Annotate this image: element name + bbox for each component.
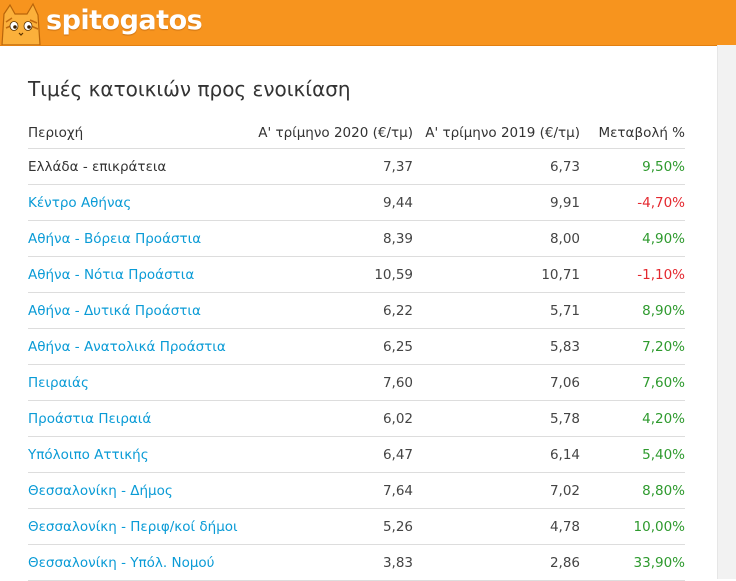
q1-2019-price-cell: 8,00	[413, 220, 580, 257]
region-label: Ελλάδα - επικράτεια	[28, 158, 167, 175]
table-row: Αθήνα - Νότια Προάστια 10,59 10,71 -1,10%	[28, 256, 685, 293]
region-link[interactable]: Υπόλοιπο Αττικής	[28, 446, 149, 463]
site-header: spitogatos	[0, 0, 736, 45]
region-link[interactable]: Αθήνα - Βόρεια Προάστια	[28, 230, 202, 247]
change-percent-cell: 10,00%	[580, 508, 685, 545]
region-cell: Πειραιάς	[28, 364, 243, 401]
header-q1-2019: Α' τρίμηνο 2019 (€/τμ)	[413, 117, 580, 149]
q1-2020-price-cell: 7,37	[243, 148, 413, 185]
q1-2020-price-cell: 6,25	[243, 328, 413, 365]
change-percent-cell: 33,90%	[580, 544, 685, 581]
q1-2019-price-cell: 6,73	[413, 148, 580, 185]
region-cell: Αθήνα - Βόρεια Προάστια	[28, 220, 243, 257]
q1-2019-price-cell: 7,06	[413, 364, 580, 401]
header-q1-2020: Α' τρίμηνο 2020 (€/τμ)	[243, 117, 413, 149]
q1-2019-price-cell: 2,86	[413, 544, 580, 581]
region-link[interactable]: Κέντρο Αθήνας	[28, 194, 132, 211]
table-row: Αθήνα - Δυτικά Προάστια 6,22 5,71 8,90%	[28, 292, 685, 329]
region-cell: Προάστια Πειραιά	[28, 400, 243, 437]
q1-2019-price-cell: 7,02	[413, 472, 580, 509]
region-cell: Θεσσαλονίκη - Περιφ/κοί δήμοι	[28, 508, 243, 545]
change-percent-cell: -1,10%	[580, 256, 685, 293]
change-percent-cell: 4,90%	[580, 220, 685, 257]
region-cell: Υπόλοιπο Αττικής	[28, 436, 243, 473]
table-row: Υπόλοιπο Αττικής 6,47 6,14 5,40%	[28, 436, 685, 473]
table-row: Αθήνα - Ανατολικά Προάστια 6,25 5,83 7,20%	[28, 328, 685, 365]
region-cell: Κέντρο Αθήνας	[28, 184, 243, 221]
change-percent-cell: 4,20%	[580, 400, 685, 437]
table-row: Κέντρο Αθήνας 9,44 9,91 -4,70%	[28, 184, 685, 221]
q1-2020-price-cell: 5,26	[243, 508, 413, 545]
table-row: Θεσσαλονίκη - Δήμος 7,64 7,02 8,80%	[28, 472, 685, 509]
change-percent-cell: 7,20%	[580, 328, 685, 365]
page-title: Τιμές κατοικιών προς ενοικίαση	[28, 77, 351, 101]
region-link[interactable]: Αθήνα - Ανατολικά Προάστια	[28, 338, 226, 355]
q1-2020-price-cell: 6,47	[243, 436, 413, 473]
q1-2019-price-cell: 6,14	[413, 436, 580, 473]
q1-2020-price-cell: 7,60	[243, 364, 413, 401]
header-region: Περιοχή	[28, 117, 243, 149]
q1-2020-price-cell: 9,44	[243, 184, 413, 221]
region-cell: Αθήνα - Νότια Προάστια	[28, 256, 243, 293]
q1-2019-price-cell: 9,91	[413, 184, 580, 221]
q1-2019-price-cell: 10,71	[413, 256, 580, 293]
region-cell: Θεσσαλονίκη - Υπόλ. Νομού	[28, 544, 243, 581]
region-link[interactable]: Πειραιάς	[28, 374, 89, 391]
q1-2019-price-cell: 5,78	[413, 400, 580, 437]
q1-2020-price-cell: 7,64	[243, 472, 413, 509]
region-link[interactable]: Αθήνα - Δυτικά Προάστια	[28, 302, 201, 319]
q1-2020-price-cell: 6,22	[243, 292, 413, 329]
region-link[interactable]: Προάστια Πειραιά	[28, 410, 152, 427]
change-percent-cell: 8,80%	[580, 472, 685, 509]
q1-2020-price-cell: 8,39	[243, 220, 413, 257]
change-percent-cell: 7,60%	[580, 364, 685, 401]
cat-logo-icon[interactable]	[0, 0, 44, 45]
change-percent-cell: 8,90%	[580, 292, 685, 329]
q1-2020-price-cell: 6,02	[243, 400, 413, 437]
table-header-row: Περιοχή Α' τρίμηνο 2020 (€/τμ) Α' τρίμην…	[28, 117, 685, 149]
region-link[interactable]: Θεσσαλονίκη - Δήμος	[28, 482, 173, 499]
change-percent-cell: -4,70%	[580, 184, 685, 221]
region-cell: Αθήνα - Δυτικά Προάστια	[28, 292, 243, 329]
table-row: Ελλάδα - επικράτεια 7,37 6,73 9,50%	[28, 148, 685, 185]
q1-2019-price-cell: 5,83	[413, 328, 580, 365]
table-row: Θεσσαλονίκη - Υπόλ. Νομού 3,83 2,86 33,90%	[28, 544, 685, 581]
table-row: Πειραιάς 7,60 7,06 7,60%	[28, 364, 685, 401]
q1-2020-price-cell: 10,59	[243, 256, 413, 293]
change-percent-cell: 9,50%	[580, 148, 685, 185]
q1-2020-price-cell: 3,83	[243, 544, 413, 581]
rent-prices-table: Περιοχή Α' τρίμηνο 2020 (€/τμ) Α' τρίμην…	[28, 117, 685, 581]
region-cell: Αθήνα - Ανατολικά Προάστια	[28, 328, 243, 365]
region-link[interactable]: Αθήνα - Νότια Προάστια	[28, 266, 195, 283]
table-row: Προάστια Πειραιά 6,02 5,78 4,20%	[28, 400, 685, 437]
header-change: Μεταβολή %	[580, 117, 685, 149]
table-row: Θεσσαλονίκη - Περιφ/κοί δήμοι 5,26 4,78 10,…	[28, 508, 685, 545]
region-link[interactable]: Θεσσαλονίκη - Υπόλ. Νομού	[28, 554, 215, 571]
q1-2019-price-cell: 5,71	[413, 292, 580, 329]
region-cell: Θεσσαλονίκη - Δήμος	[28, 472, 243, 509]
page-scrollbar[interactable]	[717, 45, 736, 579]
change-percent-cell: 5,40%	[580, 436, 685, 473]
q1-2019-price-cell: 4,78	[413, 508, 580, 545]
region-link[interactable]: Θεσσαλονίκη - Περιφ/κοί δήμοι	[28, 518, 238, 535]
logo-wordmark[interactable]: spitogatos	[46, 5, 203, 36]
region-cell: Ελλάδα - επικράτεια	[28, 148, 243, 185]
table-row: Αθήνα - Βόρεια Προάστια 8,39 8,00 4,90%	[28, 220, 685, 257]
